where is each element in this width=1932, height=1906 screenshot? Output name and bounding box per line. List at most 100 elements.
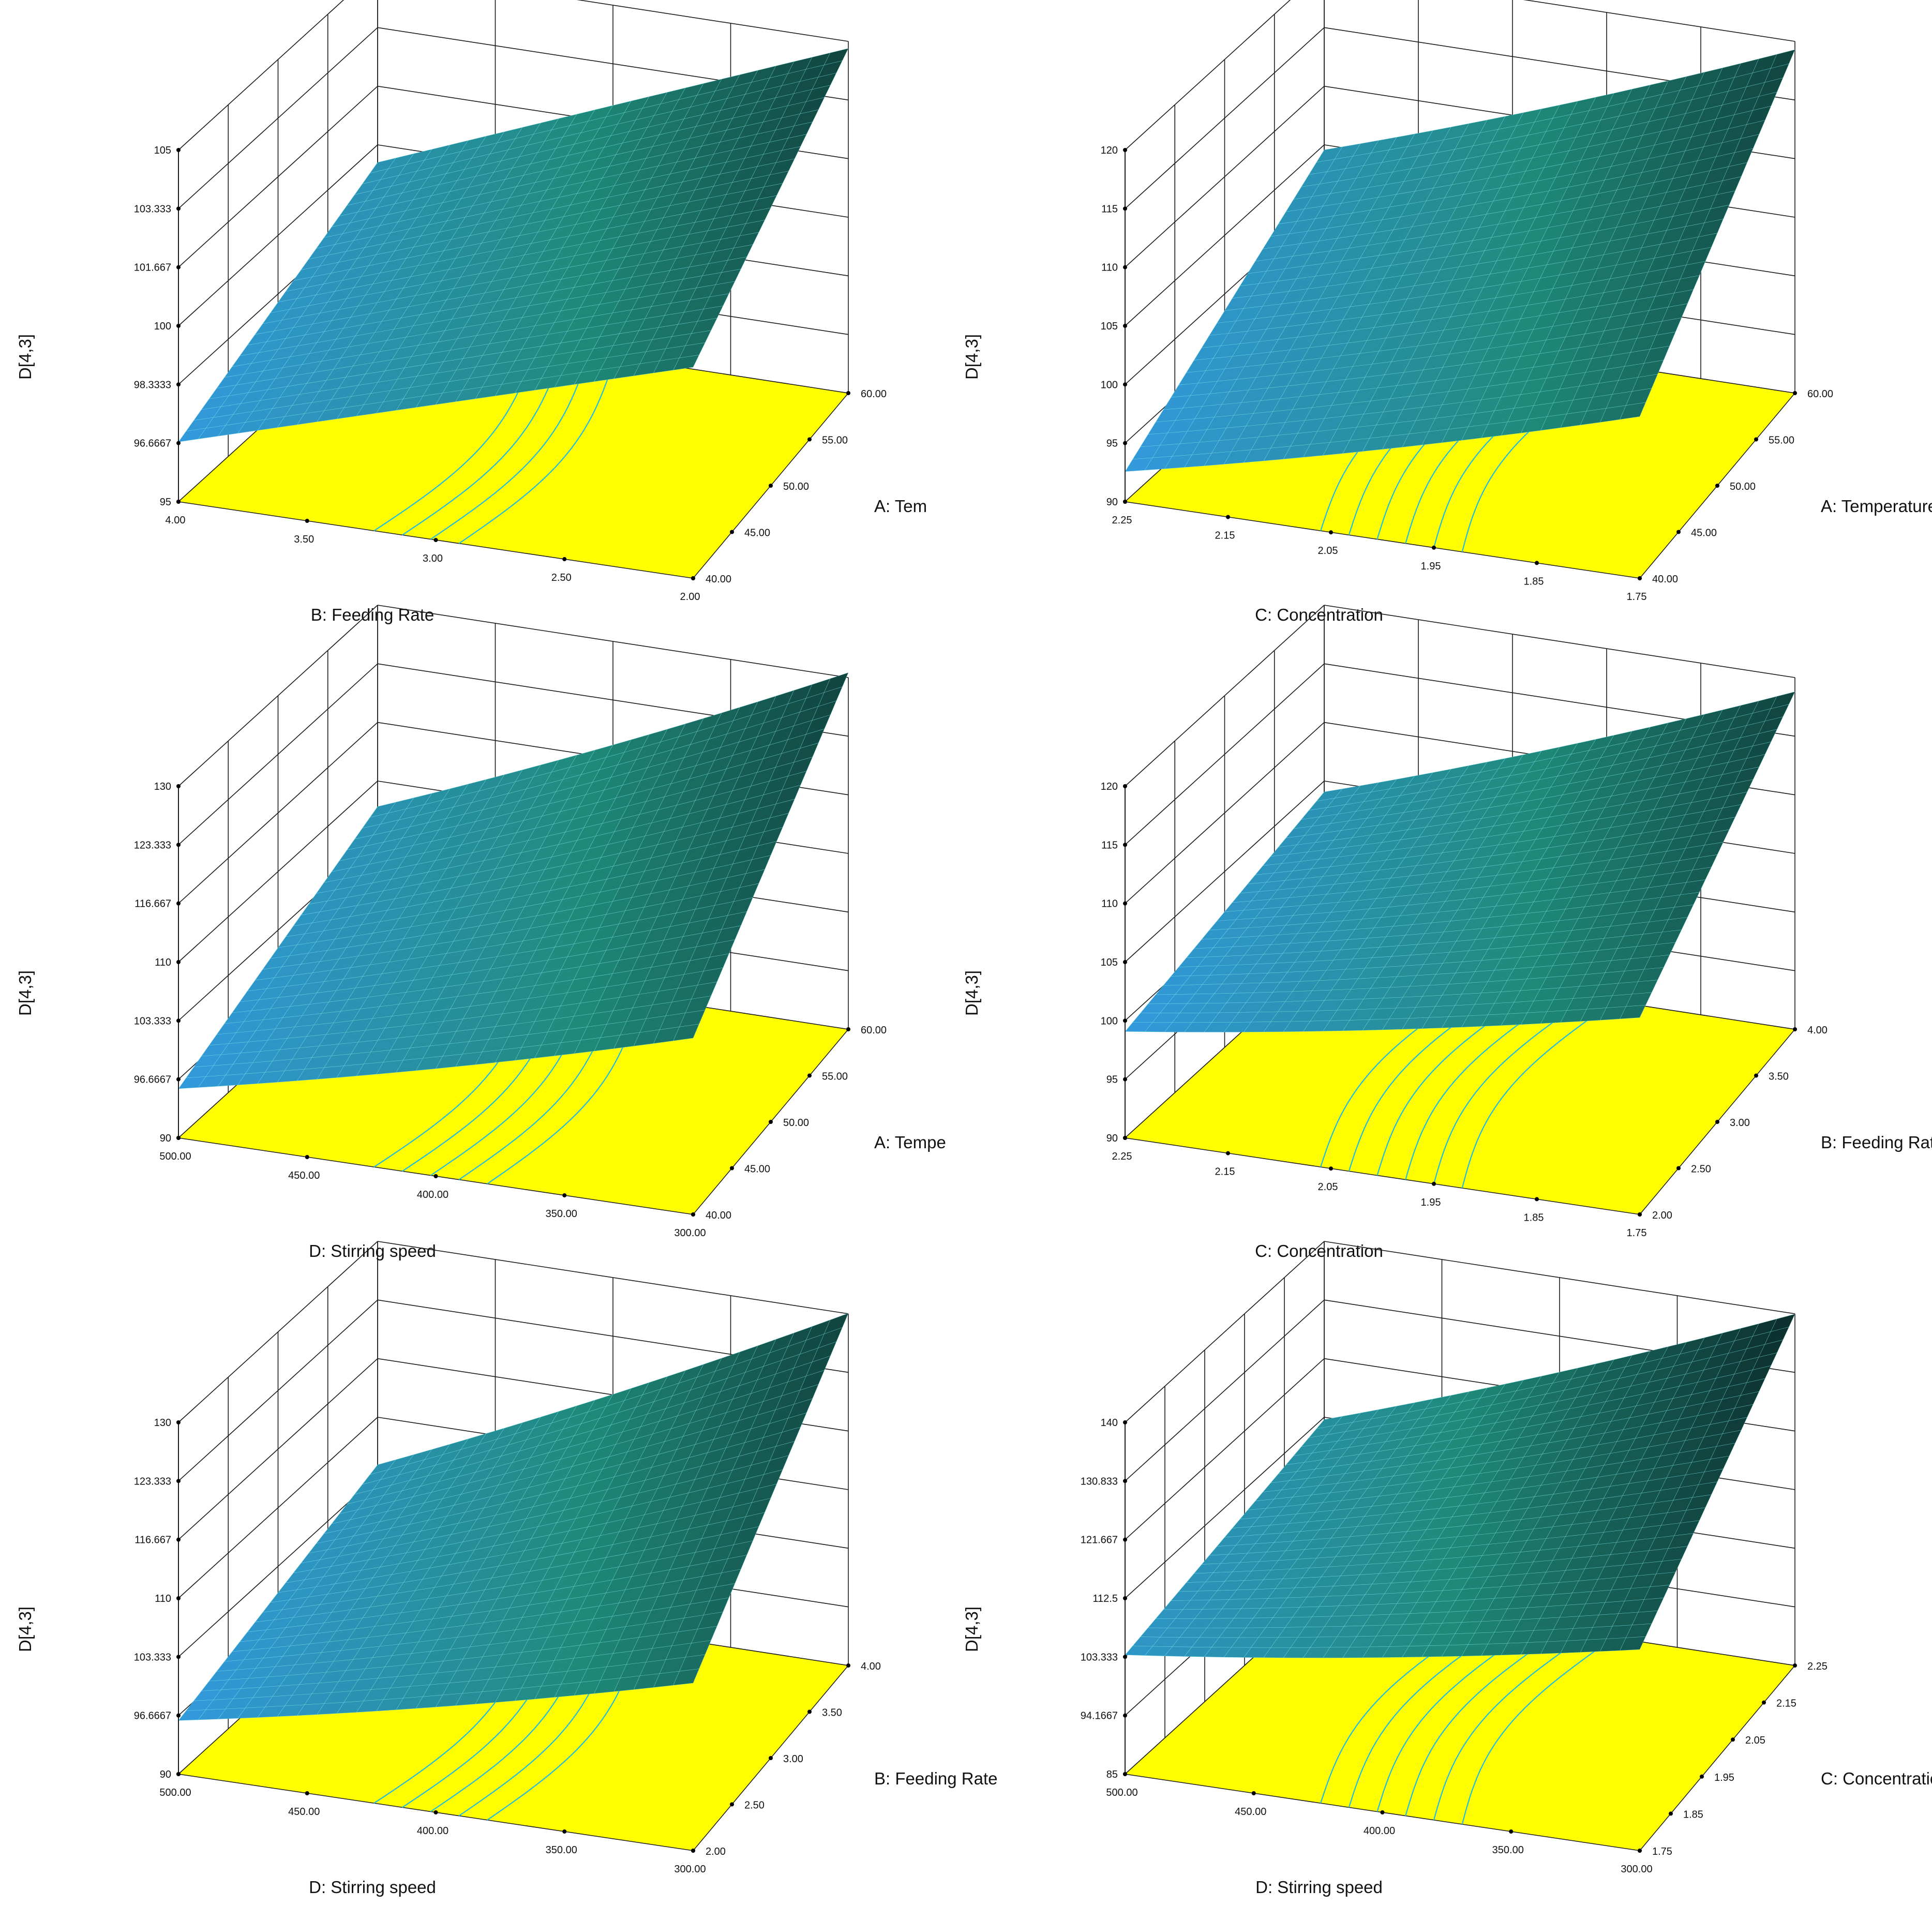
- surface-cell: [1620, 1004, 1646, 1019]
- side-tick-label: 60.00: [861, 1025, 887, 1036]
- z-tick-label: 103.333: [134, 1652, 171, 1663]
- z-tick-mark: [1123, 1077, 1127, 1082]
- side-tick-mark: [730, 1166, 734, 1170]
- z-tick-label: 115: [1101, 203, 1118, 215]
- z-tick-label: 120: [1101, 781, 1118, 792]
- front-tick-mark: [1535, 1197, 1539, 1202]
- side-tick-mark: [1793, 1027, 1797, 1031]
- front-tick-label: 1.95: [1421, 1197, 1441, 1208]
- side-tick-mark: [691, 1849, 695, 1853]
- side-tick-label: 50.00: [1730, 481, 1756, 492]
- z-tick-label: 96.6667: [134, 438, 171, 449]
- z-tick-label: 90: [1106, 497, 1118, 508]
- z-tick-mark: [1123, 382, 1127, 387]
- side-tick-mark: [691, 576, 695, 580]
- side-axis-label: C: Concentration: [1821, 1769, 1932, 1788]
- front-tick-mark: [1509, 1829, 1514, 1834]
- z-tick-label: 130: [154, 1417, 171, 1429]
- front-tick-mark: [176, 500, 181, 504]
- surface-cell: [673, 1024, 699, 1041]
- z-tick-label: 110: [155, 957, 171, 968]
- side-tick-mark: [691, 1212, 695, 1217]
- side-tick-mark: [1638, 1849, 1642, 1853]
- front-tick-label: 3.50: [294, 534, 314, 545]
- side-tick-mark: [1700, 1774, 1704, 1779]
- surface-cell: [1620, 1636, 1646, 1651]
- z-tick-label: 116.667: [134, 898, 171, 910]
- side-axis-label: A: Tempe: [874, 1133, 946, 1152]
- z-tick-mark: [176, 441, 181, 445]
- z-tick-mark: [176, 1713, 181, 1718]
- side-tick-label: 55.00: [822, 1071, 848, 1083]
- side-tick-label: 40.00: [706, 574, 731, 585]
- z-tick-mark: [1123, 1596, 1127, 1600]
- surface-cell: [1620, 402, 1646, 420]
- front-tick-label: 450.00: [1235, 1806, 1266, 1818]
- side-tick-label: 50.00: [783, 481, 809, 492]
- side-tick-mark: [846, 1663, 850, 1668]
- z-tick-mark: [176, 148, 181, 152]
- front-tick-mark: [1432, 1181, 1436, 1186]
- side-axis-label: B: Feeding Rate: [1821, 1133, 1932, 1152]
- front-tick-label: 2.50: [551, 572, 572, 583]
- z-tick-mark: [176, 960, 181, 964]
- z-axis-label: D[4,3]: [16, 1607, 35, 1652]
- side-tick-label: 40.00: [1652, 574, 1678, 585]
- side-tick-mark: [1793, 391, 1797, 395]
- z-tick-label: 105: [1101, 957, 1118, 968]
- surface-cell: [673, 354, 700, 370]
- z-tick-label: 130.833: [1081, 1476, 1118, 1487]
- z-tick-label: 100: [1101, 379, 1118, 391]
- contour-line: [458, 357, 616, 544]
- surface-panel-3: 90 96.6667 103.333 110 116.667 123.333 130 D[4,…: [0, 605, 947, 1260]
- side-tick-label: 40.00: [706, 1210, 731, 1221]
- side-axis-label: A: Tem: [874, 497, 927, 516]
- z-tick-mark: [176, 1420, 181, 1424]
- front-tick-mark: [305, 519, 309, 523]
- front-tick-label: 2.25: [1112, 1151, 1132, 1162]
- z-tick-mark: [176, 1479, 181, 1483]
- z-tick-mark: [1123, 1018, 1127, 1023]
- front-tick-label: 300.00: [674, 1864, 706, 1875]
- front-tick-mark: [176, 1772, 181, 1776]
- z-tick-label: 123.333: [134, 839, 171, 851]
- front-tick-label: 450.00: [288, 1170, 320, 1181]
- z-tick-mark: [1123, 148, 1127, 152]
- front-tick-mark: [433, 1174, 438, 1178]
- front-tick-mark: [1123, 500, 1127, 504]
- left-wall-gridline: [1125, 1358, 1325, 1540]
- z-tick-mark: [1123, 324, 1127, 328]
- z-tick-label: 96.6667: [134, 1074, 171, 1086]
- z-tick-label: 90: [160, 1133, 171, 1144]
- surface-cell: [673, 1669, 699, 1686]
- contour-line: [1461, 1001, 1614, 1189]
- z-tick-label: 95: [1106, 1074, 1118, 1086]
- front-tick-label: 4.00: [166, 515, 186, 526]
- z-axis-label: D[4,3]: [16, 334, 35, 380]
- z-tick-label: 105: [1101, 321, 1118, 332]
- side-tick-mark: [846, 1027, 850, 1031]
- z-tick-label: 95: [1106, 438, 1118, 449]
- front-tick-label: 2.00: [680, 591, 700, 603]
- front-tick-label: 300.00: [1621, 1864, 1652, 1875]
- side-tick-label: 4.00: [861, 1661, 881, 1672]
- side-tick-label: 2.50: [744, 1800, 765, 1811]
- front-tick-label: 450.00: [288, 1806, 320, 1818]
- contour-line: [1405, 1629, 1563, 1817]
- side-tick-label: 3.50: [1769, 1071, 1789, 1083]
- front-axis-label: B: Feeding Rate: [311, 605, 434, 624]
- front-tick-mark: [562, 1829, 567, 1834]
- side-tick-label: 55.00: [1769, 435, 1794, 446]
- response-surface: [1125, 49, 1795, 472]
- z-tick-label: 103.333: [134, 1015, 171, 1027]
- z-tick-mark: [176, 784, 181, 788]
- z-tick-label: 110: [155, 1593, 171, 1604]
- surface-panel-5: 90 96.6667 103.333 110 116.667 123.333 130 D[4,…: [0, 1241, 997, 1897]
- z-tick-mark: [1123, 1713, 1127, 1718]
- z-tick-mark: [176, 382, 181, 387]
- z-tick-label: 98.3333: [134, 379, 171, 391]
- front-tick-mark: [305, 1791, 309, 1795]
- z-tick-mark: [1123, 1655, 1127, 1659]
- surface-panel-2: 90 95 100 105 110 115 120 D[4,3] 2.25 2.15 2.05 1.9…: [947, 0, 1932, 624]
- side-tick-mark: [807, 1709, 812, 1714]
